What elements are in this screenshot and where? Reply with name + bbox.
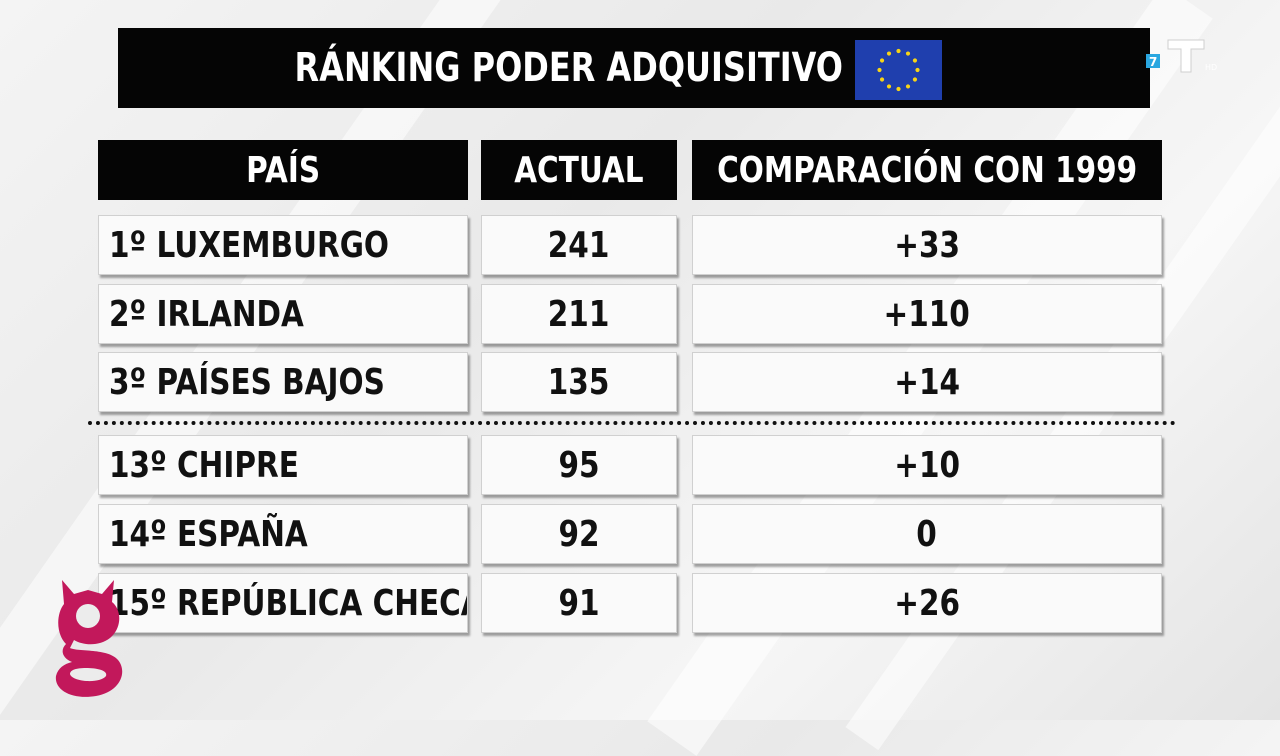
flag-star: [886, 51, 892, 56]
flag-star: [879, 77, 885, 82]
dotted-divider: [88, 421, 1176, 425]
flag-star: [915, 67, 920, 73]
table-row-country: 15º REPÚBLICA CHECA: [98, 573, 468, 633]
flag-star: [886, 84, 892, 89]
table-row-actual: 211: [481, 284, 677, 344]
page-title: RÁNKING PODER ADQUISITIVO: [294, 45, 844, 91]
table-row-comparison: 0: [692, 504, 1162, 564]
table-row-actual: 135: [481, 352, 677, 412]
svg-text:HD: HD: [1205, 63, 1217, 72]
table-row-actual: 92: [481, 504, 677, 564]
flag-star: [912, 58, 918, 63]
g-logo-icon: [55, 580, 123, 697]
title-bar: RÁNKING PODER ADQUISITIVO: [118, 28, 1150, 108]
table-row-comparison: +33: [692, 215, 1162, 275]
table-row-comparison: +110: [692, 284, 1162, 344]
flag-star: [877, 67, 882, 73]
table-row-country: 2º IRLANDA: [98, 284, 468, 344]
channel-t-logo-icon: 7 HD: [1146, 39, 1217, 73]
table-row-country: 14º ESPAÑA: [98, 504, 468, 564]
table-row-country: 13º CHIPRE: [98, 435, 468, 495]
flag-star: [896, 86, 901, 92]
eu-flag-icon: [855, 40, 942, 100]
table-row-actual: 241: [481, 215, 677, 275]
table-row-comparison: +14: [692, 352, 1162, 412]
flag-star: [905, 51, 911, 56]
table-row-comparison: +10: [692, 435, 1162, 495]
svg-text:7: 7: [1149, 55, 1157, 69]
column-header-actual: ACTUAL: [481, 140, 677, 200]
column-header-country: PAÍS: [98, 140, 468, 200]
table-row-country: 1º LUXEMBURGO: [98, 215, 468, 275]
table-row-comparison: +26: [692, 573, 1162, 633]
flag-star: [879, 58, 885, 63]
flag-star: [912, 77, 918, 82]
table-row-country: 3º PAÍSES BAJOS: [98, 352, 468, 412]
flag-star: [905, 84, 911, 89]
flag-star: [896, 48, 901, 54]
table-row-actual: 91: [481, 573, 677, 633]
table-row-actual: 95: [481, 435, 677, 495]
column-header-comparison: COMPARACIÓN CON 1999: [692, 140, 1162, 200]
